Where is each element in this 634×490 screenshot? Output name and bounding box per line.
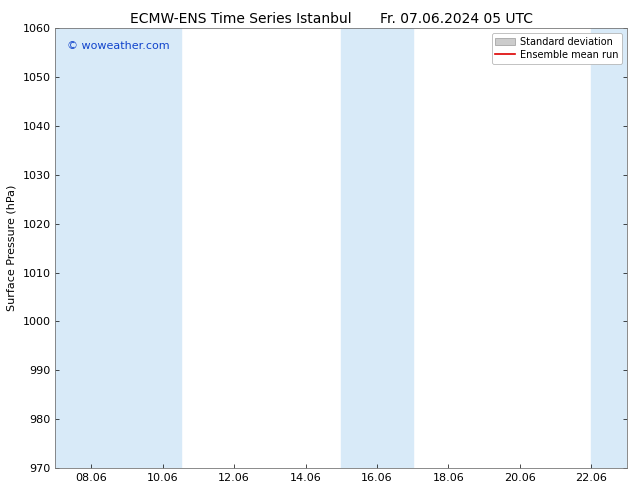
Bar — [341, 28, 413, 468]
Bar — [592, 28, 634, 468]
Y-axis label: Surface Pressure (hPa): Surface Pressure (hPa) — [7, 185, 17, 311]
Text: ECMW-ENS Time Series Istanbul: ECMW-ENS Time Series Istanbul — [130, 12, 352, 26]
Text: © woweather.com: © woweather.com — [67, 41, 169, 51]
Text: Fr. 07.06.2024 05 UTC: Fr. 07.06.2024 05 UTC — [380, 12, 533, 26]
Legend: Standard deviation, Ensemble mean run: Standard deviation, Ensemble mean run — [491, 33, 622, 64]
Bar — [56, 28, 181, 468]
